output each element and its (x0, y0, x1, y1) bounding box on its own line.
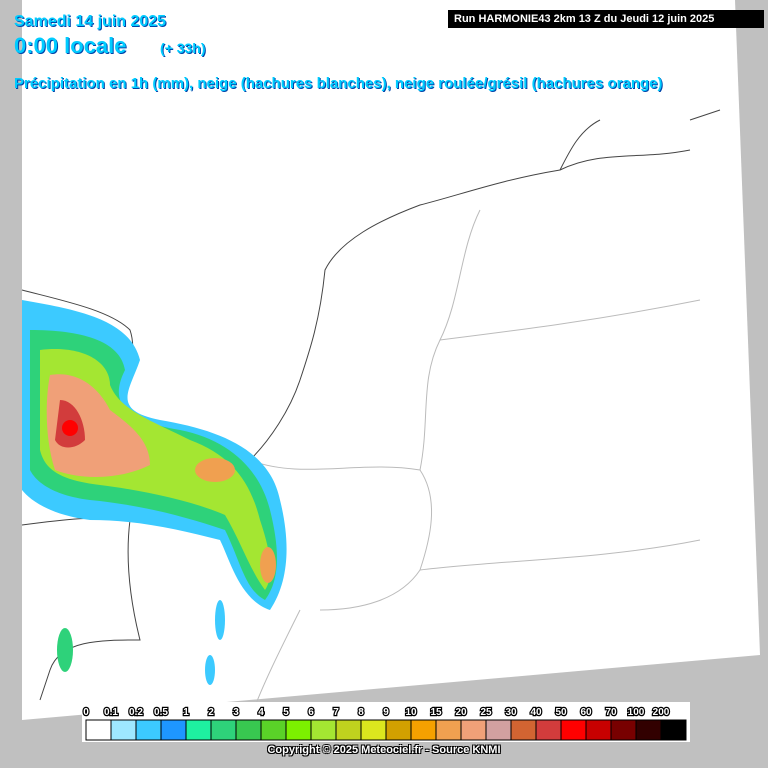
legend-swatch (335, 719, 362, 741)
legend-label: 40 (530, 707, 542, 718)
legend-label: 20 (455, 707, 467, 718)
legend-label: 0 (83, 707, 89, 718)
legend-label: 10 (405, 707, 417, 718)
legend-label: 70 (605, 707, 617, 718)
legend-label: 6 (308, 707, 314, 718)
legend-label: 7 (333, 707, 339, 718)
legend-label: 8 (358, 707, 364, 718)
color-legend: 0 0.1 0.2 0.5 1 2 3 4 5 6 7 8 9 10 15 20 25 30 40 50 60 70 100… (82, 702, 690, 742)
copyright: Copyright © 2025 Meteociel.fr - Source K… (267, 744, 501, 756)
legend-label: 50 (555, 707, 567, 718)
legend-swatch (560, 719, 587, 741)
legend-label: 30 (505, 707, 517, 718)
legend-swatch (410, 719, 437, 741)
legend-label: 200 (653, 707, 670, 718)
precipitation (22, 300, 287, 685)
legend-swatch (535, 719, 562, 741)
legend-label: 3 (233, 707, 239, 718)
legend-label: 2 (208, 707, 214, 718)
legend-swatch (460, 719, 487, 741)
legend-swatch (235, 719, 262, 741)
legend-swatch (635, 719, 662, 741)
legend-swatch (610, 719, 637, 741)
legend-label: 100 (628, 707, 645, 718)
legend-swatch (435, 719, 462, 741)
run-info: Run HARMONIE43 2km 13 Z du Jeudi 12 juin… (448, 10, 764, 28)
legend-swatch (110, 719, 137, 741)
legend-swatch (310, 719, 337, 741)
legend-swatch (135, 719, 162, 741)
legend-label: 0.5 (154, 707, 168, 718)
legend-swatch (85, 719, 112, 741)
legend-label: 4 (258, 707, 264, 718)
legend-swatch (260, 719, 287, 741)
date: Samedi 14 juin 2025 (14, 13, 167, 30)
legend-label: 60 (580, 707, 592, 718)
legend-swatch (485, 719, 512, 741)
legend-label: 0.1 (104, 707, 118, 718)
legend-label: 25 (480, 707, 492, 718)
legend-swatch (285, 719, 312, 741)
legend-label: 1 (183, 707, 189, 718)
legend-swatch (160, 719, 187, 741)
legend-swatch (360, 719, 387, 741)
borders (249, 209, 701, 721)
legend-label: 9 (383, 707, 389, 718)
legend-swatch (510, 719, 537, 741)
description: Précipitation en 1h (mm), neige (hachure… (14, 75, 663, 92)
legend-swatch (660, 719, 687, 741)
legend-swatch (210, 719, 237, 741)
legend-label: 15 (430, 707, 442, 718)
map-area (22, 0, 760, 720)
legend-swatch (385, 719, 412, 741)
legend-label: 5 (283, 707, 289, 718)
legend-swatch (185, 719, 212, 741)
lead-time: (+ 33h) (160, 40, 206, 56)
legend-label: 0.2 (129, 707, 143, 718)
legend-swatch (585, 719, 612, 741)
local-time: 0:00 locale (14, 33, 127, 58)
